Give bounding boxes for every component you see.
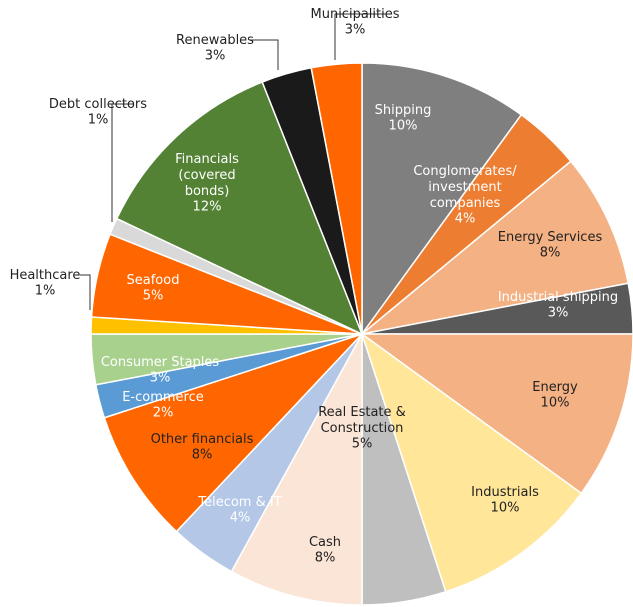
value-label: 5%	[352, 437, 373, 452]
slice-label: Shipping	[375, 103, 432, 118]
slice-label: Industrials	[471, 485, 539, 500]
leader-line	[250, 39, 279, 70]
label-line: Healthcare	[10, 268, 81, 283]
label-line: E-commerce	[122, 390, 204, 405]
leader-line	[334, 13, 390, 60]
slice-label: Consumer Staples	[101, 355, 220, 370]
value-label: 10%	[389, 119, 418, 134]
pie-slice	[361, 160, 630, 335]
slice-label: Debt collectors	[49, 97, 147, 112]
label-line: Industrials	[471, 485, 539, 500]
pie-slice	[360, 332, 583, 593]
slice-label: Financials (covered bonds)	[175, 152, 239, 199]
slice-label: Other financials	[151, 432, 254, 447]
value-label: 5%	[143, 289, 164, 304]
pie-slice	[115, 81, 364, 336]
label-line: investment	[428, 180, 501, 195]
slice-label: Conglomerates/investment companies	[413, 164, 517, 211]
slice-label: Real Estate & Construction	[318, 405, 406, 436]
value-label: 1%	[35, 284, 56, 299]
label-line: companies	[430, 196, 501, 211]
label-line: Cash	[309, 535, 341, 550]
slice-label: Cash	[309, 535, 341, 550]
leader-line	[80, 274, 91, 310]
value-label: 10%	[491, 501, 520, 516]
value-label: 3%	[345, 23, 366, 38]
slice-label: E-commerce	[122, 390, 204, 405]
slice-label: Municipalities	[311, 7, 400, 22]
slice-label: Energy Services	[498, 230, 603, 245]
value-label: 4%	[455, 212, 476, 227]
label-line: Seafood	[127, 273, 180, 288]
label-line: Telecom & IT	[197, 495, 281, 510]
value-label: 2%	[153, 406, 174, 421]
pie-slice	[230, 333, 363, 606]
value-label: 1%	[88, 113, 109, 128]
label-line: Renewables	[176, 33, 254, 48]
label-line: Conglomerates/	[413, 164, 517, 179]
label-line: Real Estate &	[318, 405, 406, 420]
value-label: 3%	[548, 306, 569, 321]
value-label: 3%	[150, 371, 171, 386]
label-line: Consumer Staples	[101, 355, 220, 370]
label-line: Energy Services	[498, 230, 603, 245]
pie-slice	[103, 333, 363, 533]
label-line: Energy	[532, 380, 578, 395]
value-label: 8%	[540, 246, 561, 261]
label-line: Debt collectors	[49, 97, 147, 112]
slice-label: Seafood	[127, 273, 180, 288]
label-line: Municipalities	[311, 7, 400, 22]
value-label: 10%	[541, 396, 570, 411]
value-label: 8%	[192, 448, 213, 463]
slice-label: Renewables	[176, 33, 254, 48]
pie-slice	[310, 62, 363, 335]
label-line: Financials	[175, 152, 239, 167]
label-line: (covered	[178, 168, 235, 183]
label-line: Construction	[321, 421, 404, 436]
leader-line	[111, 103, 133, 222]
label-line: bonds)	[185, 184, 230, 199]
label-line: Shipping	[375, 103, 432, 118]
pie-slice	[361, 62, 523, 337]
slice-label: Telecom & IT	[197, 495, 281, 510]
value-label: 3%	[205, 49, 226, 64]
label-line: Industrial shipping	[498, 290, 618, 305]
value-label: 4%	[230, 511, 251, 526]
slice-label: Industrial shipping	[498, 290, 618, 305]
slice-label: Healthcare	[10, 268, 81, 283]
value-label: 12%	[193, 200, 222, 215]
slice-label: Energy	[532, 380, 578, 395]
value-label: 8%	[315, 551, 336, 566]
label-line: Other financials	[151, 432, 254, 447]
